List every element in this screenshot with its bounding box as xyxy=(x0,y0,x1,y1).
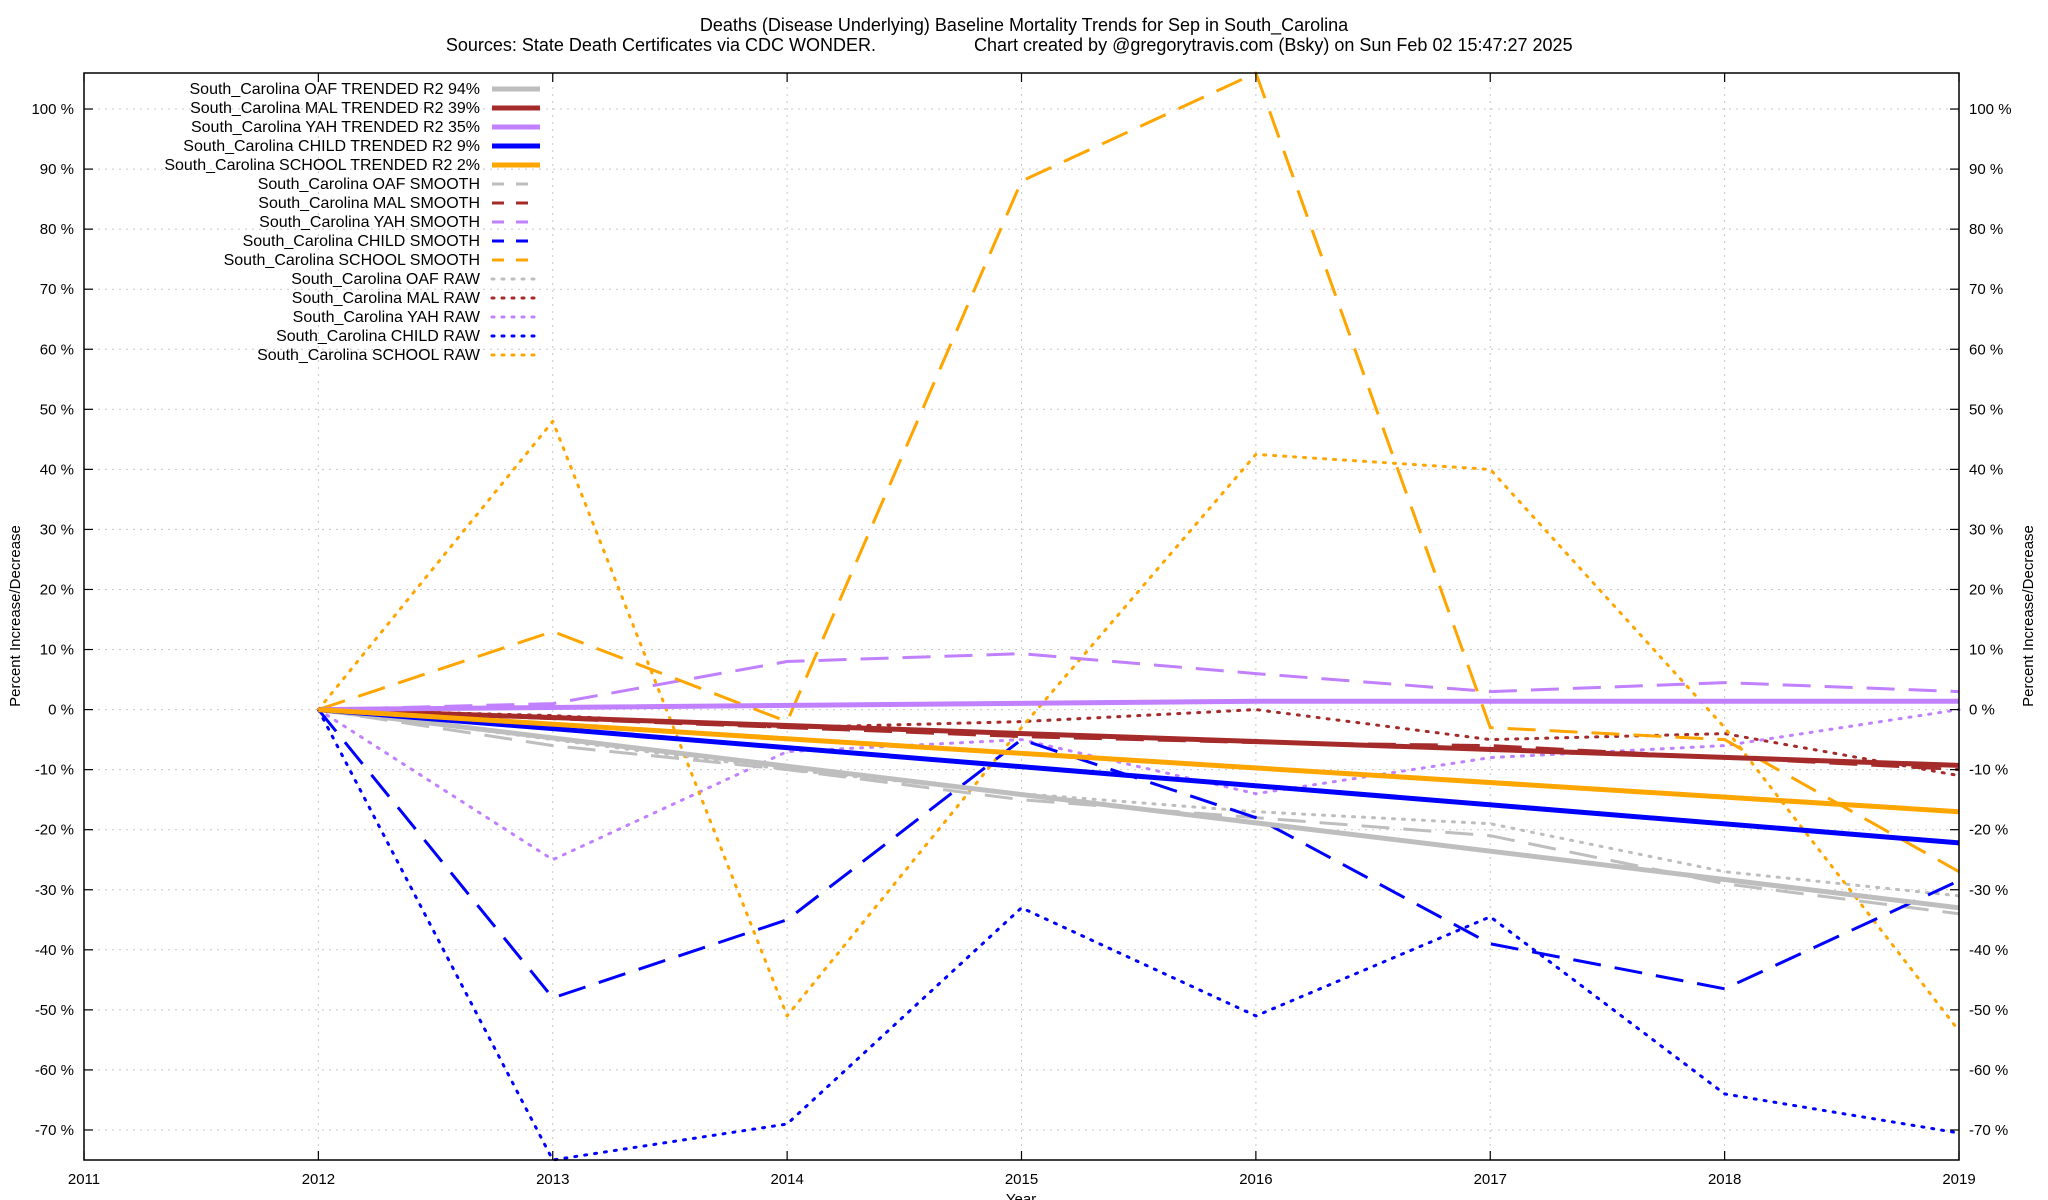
chart-subtitle-sources: Sources: State Death Certificates via CD… xyxy=(446,35,876,55)
x-tick-label: 2011 xyxy=(68,1171,100,1188)
legend-label: South_Carolina MAL TRENDED R2 39% xyxy=(190,100,480,117)
y-tick-label-left: 20 % xyxy=(40,581,74,598)
y-tick-label-right: -30 % xyxy=(1969,882,2008,899)
series-south-carolina-mal-trended-r2-39 xyxy=(318,707,1960,768)
y-tick-label-left: 90 % xyxy=(40,161,74,178)
x-tick-label: 2018 xyxy=(1708,1171,1741,1188)
legend-label: South_Carolina YAH RAW xyxy=(293,309,481,326)
y-tick-label-right: -40 % xyxy=(1969,942,2008,959)
y-tick-label-left: -60 % xyxy=(35,1062,74,1079)
series-south-carolina-school-trended-r2-2 xyxy=(318,707,1960,815)
series-south-carolina-mal-raw xyxy=(316,708,1961,778)
y-axis-label-right: Percent Increase/Decrease xyxy=(2020,525,2037,707)
x-tick-label: 2017 xyxy=(1474,1171,1507,1188)
y-tick-label-left: 10 % xyxy=(40,642,74,659)
series-south-carolina-child-raw xyxy=(316,708,1961,1162)
chart-subtitle-credit: Chart created by @gregorytravis.com (Bsk… xyxy=(974,35,1573,55)
chart-title: Deaths (Disease Underlying) Baseline Mor… xyxy=(700,15,1349,36)
y-tick-label-right: 70 % xyxy=(1969,281,2003,298)
y-tick-label-left: 40 % xyxy=(40,461,74,478)
legend: South_Carolina OAF TRENDED R2 94% South_C… xyxy=(164,81,542,364)
y-tick-label-left: -40 % xyxy=(35,942,74,959)
y-tick-label-right: 20 % xyxy=(1969,581,2003,598)
legend-label: South_Carolina CHILD SMOOTH xyxy=(243,233,480,250)
y-tick-label-right: 100 % xyxy=(1969,101,2012,118)
legend-label: South_Carolina SCHOOL RAW xyxy=(257,347,481,364)
series-south-carolina-yah-smooth xyxy=(318,652,1960,712)
series-south-carolina-child-trended-r2-9 xyxy=(318,707,1960,846)
x-tick-label: 2013 xyxy=(536,1171,569,1188)
grid xyxy=(83,73,1960,1160)
legend-label: South_Carolina YAH TRENDED R2 35% xyxy=(191,119,480,136)
y-tick-label-right: 60 % xyxy=(1969,341,2003,358)
y-tick-label-right: 0 % xyxy=(1969,702,1995,719)
x-tick-label: 2015 xyxy=(1005,1171,1038,1188)
y-tick-label-left: 70 % xyxy=(40,281,74,298)
series-south-carolina-school-raw xyxy=(316,419,1961,1033)
y-tick-label-right: -70 % xyxy=(1969,1122,2008,1139)
series-south-carolina-oaf-smooth xyxy=(318,708,1960,916)
y-tick-label-left: -50 % xyxy=(35,1002,74,1019)
x-tick-label: 2012 xyxy=(302,1171,335,1188)
series-south-carolina-yah-trended-r2-35 xyxy=(318,698,1959,713)
y-tick-label-right: 90 % xyxy=(1969,161,2003,178)
legend-label: South_Carolina OAF TRENDED R2 94% xyxy=(190,81,481,98)
legend-label: South_Carolina CHILD TRENDED R2 9% xyxy=(183,138,480,155)
series-south-carolina-yah-raw xyxy=(316,708,1961,862)
legend-label: South_Carolina SCHOOL SMOOTH xyxy=(224,252,480,269)
legend-label: South_Carolina SCHOOL TRENDED R2 2% xyxy=(164,157,480,174)
x-tick-label: 2016 xyxy=(1239,1171,1272,1188)
legend-label: South_Carolina OAF SMOOTH xyxy=(258,176,480,193)
x-axis-label: Year xyxy=(1006,1191,1036,1200)
y-tick-label-right: -50 % xyxy=(1969,1002,2008,1019)
legend-label: South_Carolina OAF RAW xyxy=(291,271,481,288)
plot-series xyxy=(316,71,1961,1162)
legend-label: South_Carolina CHILD RAW xyxy=(276,328,481,345)
y-tick-label-right: -60 % xyxy=(1969,1062,2008,1079)
legend-label: South_Carolina MAL RAW xyxy=(292,290,481,307)
y-tick-label-left: -20 % xyxy=(35,822,74,839)
y-tick-label-right: 40 % xyxy=(1969,461,2003,478)
y-tick-label-left: 50 % xyxy=(40,401,74,418)
y-tick-label-right: 50 % xyxy=(1969,401,2003,418)
y-tick-label-left: 100 % xyxy=(31,101,74,118)
y-axis-label-left: Percent Increase/Decrease xyxy=(7,525,24,707)
y-tick-label-left: -30 % xyxy=(35,882,74,899)
y-tick-label-right: 30 % xyxy=(1969,521,2003,538)
y-tick-label-right: 80 % xyxy=(1969,221,2003,238)
legend-label: South_Carolina YAH SMOOTH xyxy=(259,214,480,231)
y-tick-label-right: 10 % xyxy=(1969,642,2003,659)
series-south-carolina-oaf-trended-r2-94 xyxy=(318,707,1960,911)
y-tick-label-left: 30 % xyxy=(40,521,74,538)
series-south-carolina-school-smooth xyxy=(317,71,1960,874)
y-tick-label-right: -20 % xyxy=(1969,822,2008,839)
y-tick-label-left: 80 % xyxy=(40,221,74,238)
y-tick-label-right: -10 % xyxy=(1969,762,2008,779)
x-tick-label: 2019 xyxy=(1942,1171,1975,1188)
y-tick-label-left: -70 % xyxy=(35,1122,74,1139)
y-tick-label-left: 0 % xyxy=(48,702,74,719)
axes: 100 % 100 % 90 % 90 % 80 % 80 % 70 % 70 % 60 % 60… xyxy=(31,73,2012,1188)
legend-label: South_Carolina MAL SMOOTH xyxy=(258,195,480,212)
y-tick-label-left: 60 % xyxy=(40,341,74,358)
y-tick-label-left: -10 % xyxy=(35,762,74,779)
x-tick-label: 2014 xyxy=(770,1171,803,1188)
